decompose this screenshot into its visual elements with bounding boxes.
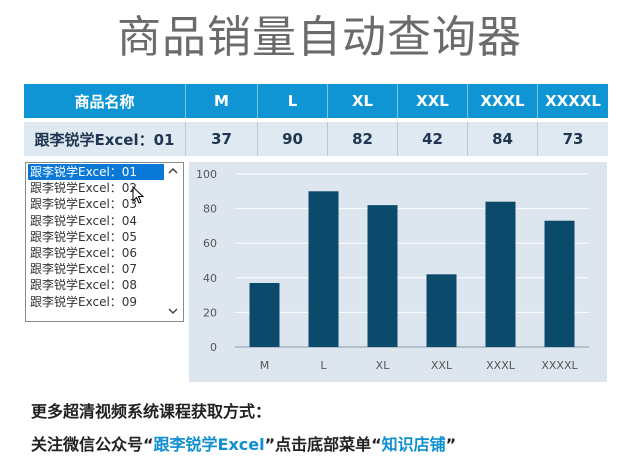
list-item[interactable]: 跟李锐学Excel：06 [30, 245, 138, 260]
footer-menu-name: 知识店铺 [381, 435, 446, 454]
x-tick-label: XXL [431, 359, 453, 372]
chevron-down-icon[interactable] [166, 305, 180, 319]
cell-xxl[interactable]: 42 [398, 122, 468, 156]
list-item[interactable]: 跟李锐学Excel：09 [30, 294, 138, 309]
bar [308, 191, 339, 347]
cell-m[interactable]: 37 [186, 122, 258, 156]
header-size-l: L [258, 84, 328, 118]
y-tick-label: 20 [203, 306, 217, 319]
sales-bar-chart: 0 20 40 60 80 100 M L XL XXL XXXL XXXXL [189, 162, 607, 382]
list-item[interactable]: 跟李锐学Excel：08 [30, 278, 138, 293]
footer-account-name: 跟李锐学Excel [153, 435, 265, 454]
footer-text: ”点击底部菜单“ [264, 435, 382, 454]
header-size-m: M [186, 84, 258, 118]
y-tick-label: 80 [203, 203, 217, 216]
list-item[interactable]: 跟李锐学Excel：04 [30, 213, 138, 228]
chart-svg: 0 20 40 60 80 100 M L XL XXL XXXL XXXXL [196, 168, 589, 372]
sales-table: 商品名称 M L XL XXL XXXL XXXXL 跟李锐学Excel：01 … [24, 84, 608, 156]
cell-xl[interactable]: 82 [328, 122, 398, 156]
cell-xxxl[interactable]: 84 [468, 122, 538, 156]
cell-l[interactable]: 90 [258, 122, 328, 156]
page-title: 商品销量自动查询器 [117, 12, 522, 63]
y-tick-label: 40 [203, 272, 217, 285]
list-item[interactable]: 跟李锐学Excel：05 [30, 229, 138, 244]
list-item[interactable]: 跟李锐学Excel：02 [30, 181, 138, 196]
table-header-row: 商品名称 M L XL XXL XXXL XXXXL [24, 84, 608, 118]
bar [426, 274, 457, 347]
table-data-row: 跟李锐学Excel：01 37 90 82 42 84 73 [24, 122, 608, 156]
x-tick-label: L [320, 359, 327, 372]
cell-product-name[interactable]: 跟李锐学Excel：01 [24, 122, 186, 156]
footer-text: ” [445, 435, 457, 454]
x-tick-label: XL [376, 359, 391, 372]
product-listbox[interactable]: 跟李锐学Excel：01 跟李锐学Excel：02 跟李锐学Excel：03 跟… [25, 162, 184, 322]
x-tick-label: XXXL [486, 359, 516, 372]
bar [544, 220, 575, 347]
y-tick-label: 100 [196, 168, 217, 181]
bar [367, 205, 398, 347]
y-tick-label: 60 [203, 237, 217, 250]
x-tick-label: M [260, 359, 270, 372]
header-size-xxxl: XXXL [468, 84, 538, 118]
header-size-xxxxl: XXXXL [538, 84, 608, 118]
bar [485, 201, 516, 347]
header-size-xxl: XXL [398, 84, 468, 118]
footer-line-1: 更多超清视频系统课程获取方式： [31, 402, 272, 421]
bar [249, 282, 280, 347]
cell-xxxxl[interactable]: 73 [538, 122, 608, 156]
x-tick-label: XXXXL [541, 359, 578, 372]
y-tick-label: 0 [210, 341, 217, 354]
list-item[interactable]: 跟李锐学Excel：01 [28, 164, 164, 181]
list-item[interactable]: 跟李锐学Excel：07 [30, 262, 138, 277]
listbox-items: 跟李锐学Excel：01 跟李锐学Excel：02 跟李锐学Excel：03 跟… [28, 164, 164, 310]
chevron-up-icon[interactable] [166, 165, 180, 179]
footer-text: 关注微信公众号“ [31, 435, 154, 454]
header-size-xl: XL [328, 84, 398, 118]
footer-line-2: 关注微信公众号“跟李锐学Excel”点击底部菜单“知识店铺” [31, 431, 456, 455]
mouse-cursor-icon [132, 185, 146, 206]
list-item[interactable]: 跟李锐学Excel：03 [30, 197, 138, 212]
header-product-name: 商品名称 [24, 84, 186, 118]
